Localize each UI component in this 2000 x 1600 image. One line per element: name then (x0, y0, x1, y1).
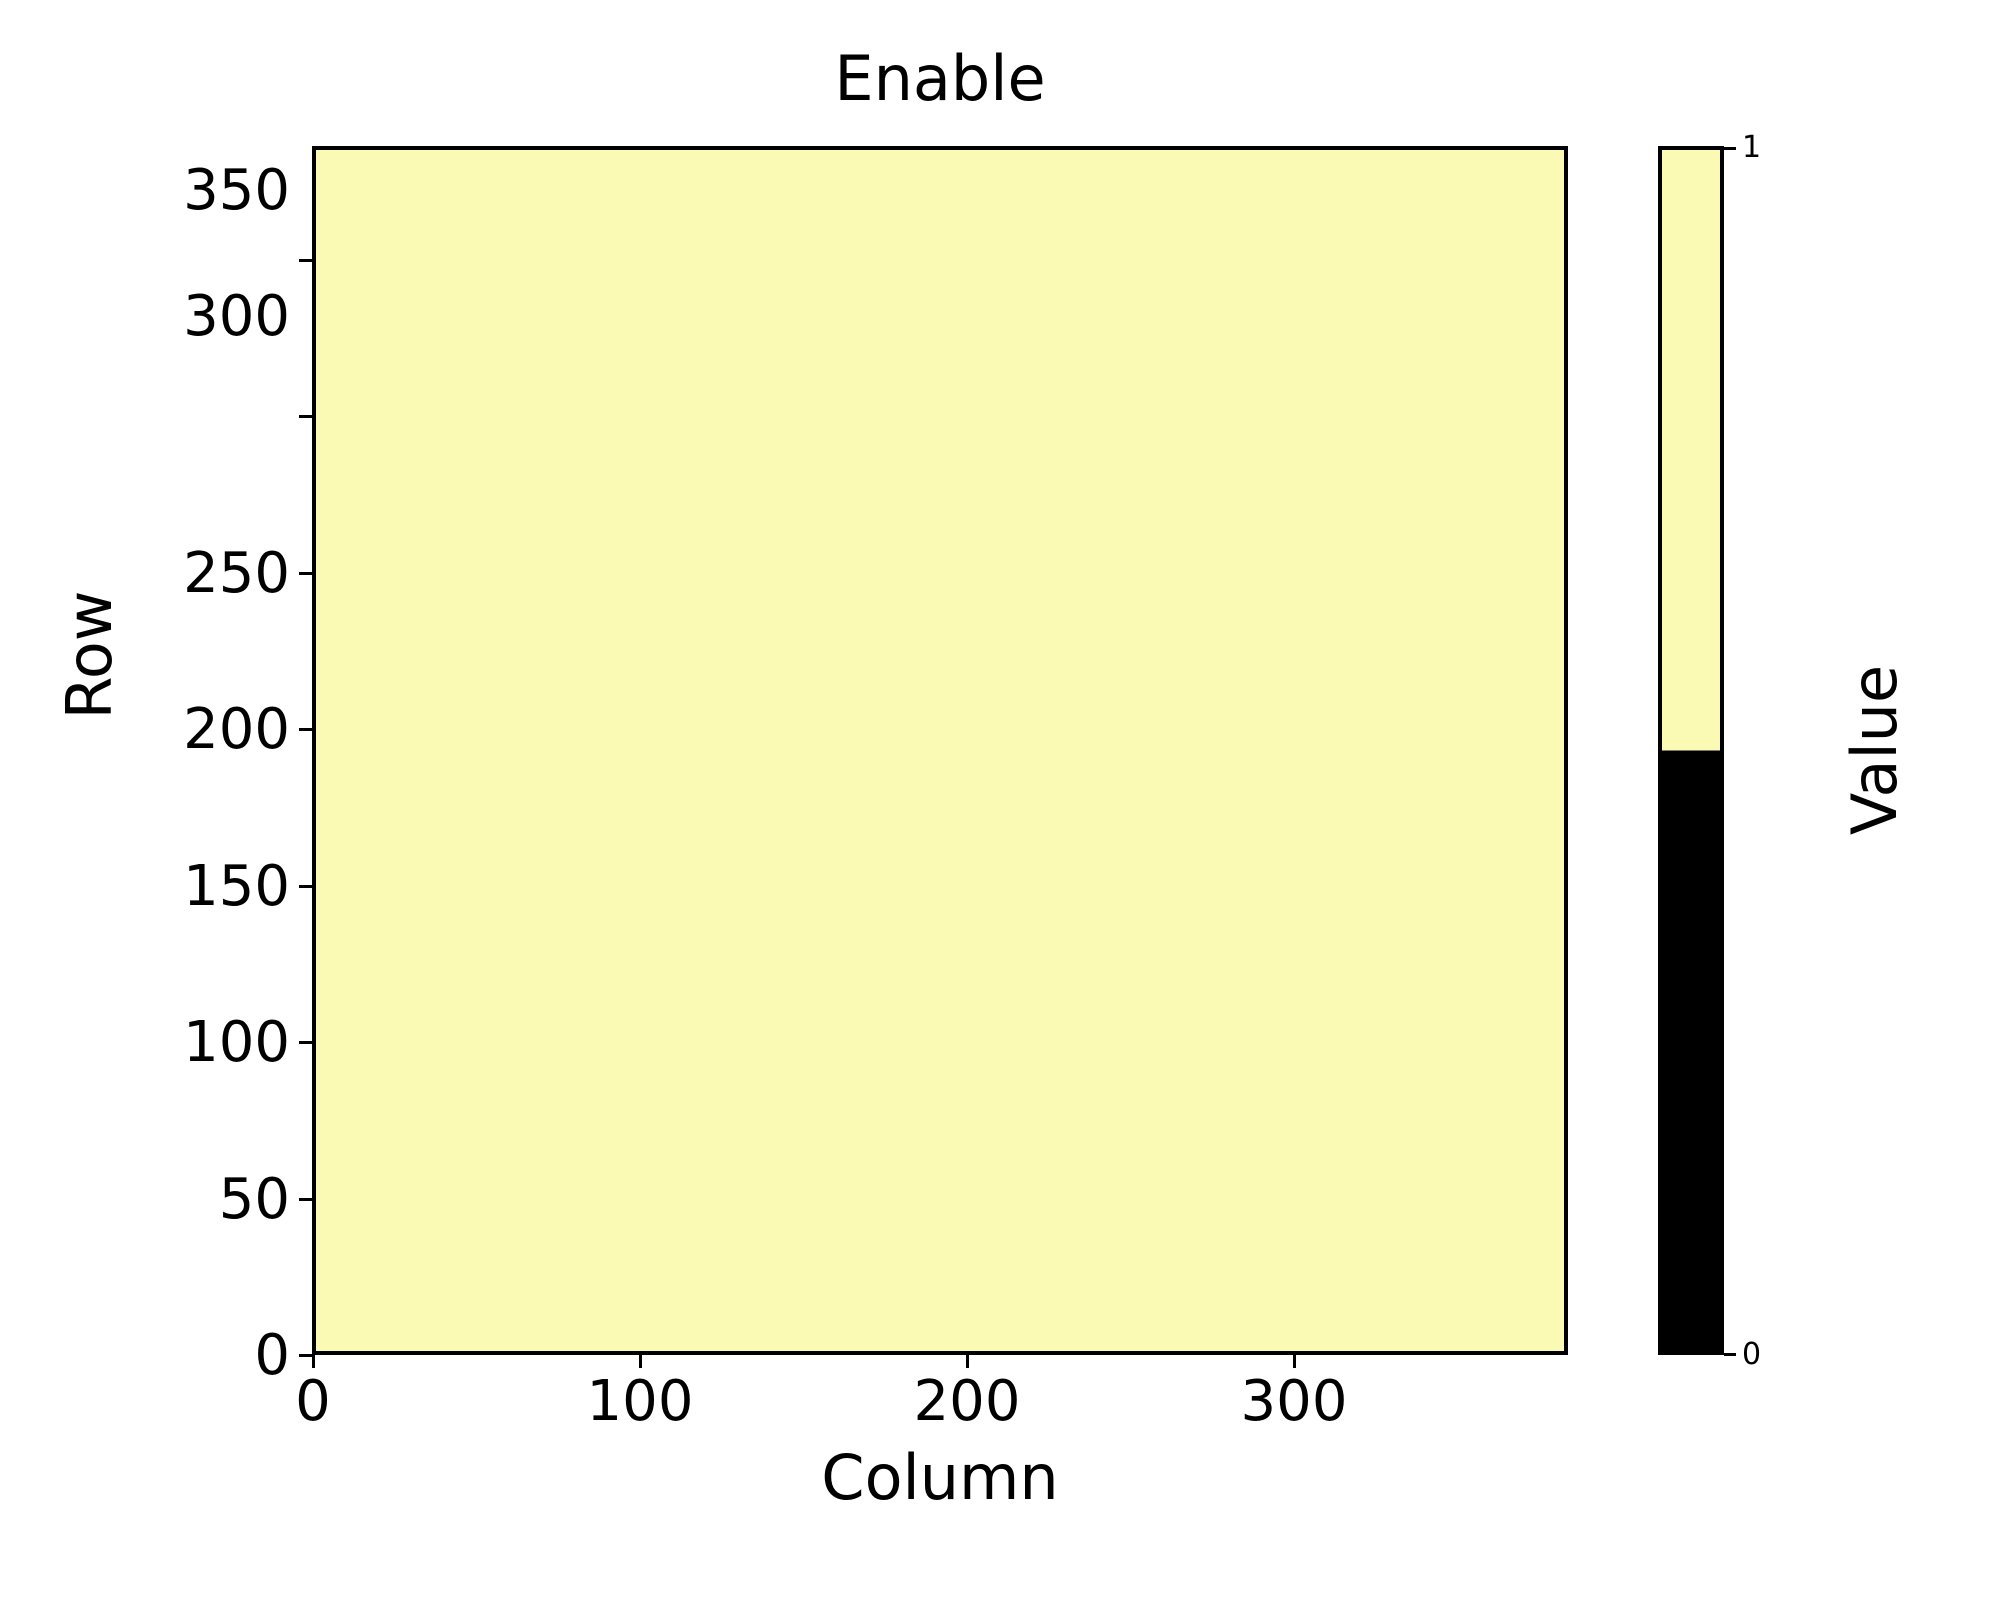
y-tick-mark (299, 728, 312, 731)
y-tick-label: 0 (254, 1323, 290, 1388)
colorbar-label: Value (1838, 664, 1911, 836)
x-tick-mark (312, 1355, 315, 1368)
colorbar[interactable] (1658, 146, 1724, 1355)
x-tick-mark (966, 1355, 969, 1368)
y-tick-label: 100 (183, 1010, 290, 1075)
x-tick-mark (639, 1355, 642, 1368)
x-tick-mark (1293, 1355, 1296, 1368)
y-tick-label: 200 (183, 697, 290, 762)
y-tick-label: 50 (218, 1167, 290, 1232)
y-tick-mark (299, 885, 312, 888)
y-tick-label: 300 (183, 284, 290, 349)
y-tick-mark (299, 1198, 312, 1201)
colorbar-tick-mark-max (1724, 147, 1736, 150)
page-title: Enable (834, 42, 1046, 115)
heatmap-image (316, 150, 1564, 1351)
x-tick-label: 100 (586, 1369, 694, 1434)
y-tick-mark (299, 259, 312, 262)
y-tick-label: 150 (183, 854, 290, 919)
y-tick-mark (299, 415, 312, 418)
y-tick-label: 350 (183, 158, 290, 223)
x-tick-label: 200 (913, 1369, 1021, 1434)
y-tick-mark (299, 572, 312, 575)
y-axis-label: Row (53, 590, 126, 720)
colorbar-tick-label-max: 1 (1742, 130, 1762, 165)
y-tick-mark (299, 1041, 312, 1044)
x-tick-label: 0 (295, 1369, 331, 1434)
colorbar-tick-label-min: 0 (1742, 1337, 1762, 1372)
x-axis-label: Column (821, 1441, 1059, 1514)
y-tick-label: 250 (183, 541, 290, 606)
colorbar-gradient (1662, 150, 1720, 1351)
x-tick-label: 300 (1240, 1369, 1348, 1434)
heatmap-axes[interactable] (312, 146, 1568, 1355)
colorbar-tick-mark-min (1724, 1353, 1736, 1356)
y-tick-mark (299, 1354, 312, 1357)
